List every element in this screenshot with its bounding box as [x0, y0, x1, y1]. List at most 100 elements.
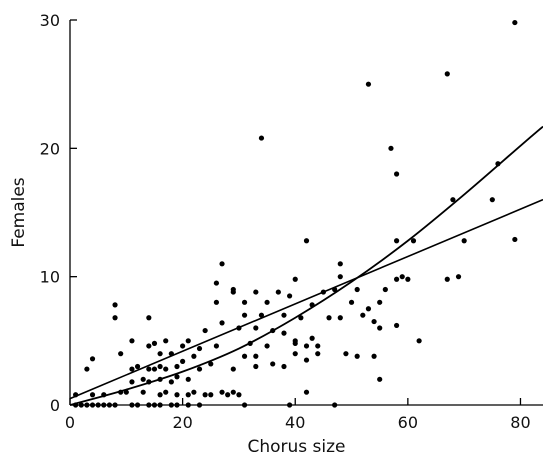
data-point [258, 312, 265, 318]
data-point [393, 171, 400, 177]
data-point [89, 392, 96, 398]
data-point [191, 389, 197, 395]
data-point [213, 299, 220, 305]
data-point [303, 238, 310, 244]
data-point [202, 392, 208, 398]
data-point [146, 315, 152, 321]
data-point [163, 338, 169, 344]
data-point [264, 299, 270, 305]
data-point [134, 363, 141, 370]
data-point [444, 276, 450, 282]
data-point [185, 338, 191, 344]
data-point [292, 351, 298, 357]
data-point [348, 299, 355, 305]
data-point [512, 19, 518, 26]
data-point [354, 353, 360, 359]
data-point [275, 289, 281, 295]
data-point [281, 363, 287, 370]
data-point [163, 389, 169, 395]
data-point [354, 286, 360, 293]
data-point [208, 361, 214, 367]
data-point [180, 358, 186, 364]
data-point [337, 274, 343, 280]
data-point [416, 338, 422, 344]
y-tick-label: 0 [50, 396, 60, 415]
data-point [174, 363, 180, 370]
data-point [455, 274, 462, 280]
data-point [219, 389, 225, 395]
data-point [365, 306, 372, 312]
data-point [337, 261, 343, 267]
data-point [241, 353, 248, 359]
data-point [444, 71, 450, 77]
data-point [410, 238, 417, 244]
y-axis-title: Females [9, 177, 29, 247]
data-point [315, 351, 321, 357]
data-point [377, 376, 383, 382]
data-point [292, 338, 298, 344]
x-tick-label: 40 [285, 413, 305, 432]
data-point [219, 320, 225, 326]
data-point [236, 392, 242, 398]
data-point [382, 286, 388, 293]
data-point [180, 343, 186, 349]
data-point [213, 280, 220, 286]
y-tick-label: 20 [40, 139, 60, 158]
data-point [287, 293, 293, 299]
data-point [230, 286, 236, 293]
data-point [163, 366, 169, 372]
data-point [253, 353, 259, 359]
data-point [196, 345, 203, 352]
data-point [360, 312, 366, 318]
fit-line [69, 198, 543, 400]
data-point [129, 366, 135, 372]
data-point [157, 351, 163, 357]
data-point [303, 343, 310, 349]
data-point [253, 289, 259, 295]
data-point [377, 325, 383, 331]
data-point [281, 312, 287, 318]
data-point [157, 363, 163, 370]
data-point [230, 389, 236, 395]
data-point [84, 366, 90, 372]
data-point [151, 340, 158, 346]
data-point [337, 315, 343, 321]
x-tick-label: 0 [65, 413, 75, 432]
data-point [140, 389, 146, 395]
data-point [185, 376, 191, 382]
data-point [343, 351, 349, 357]
data-point [264, 343, 270, 349]
data-point [270, 361, 276, 367]
data-point [146, 366, 152, 372]
data-point [450, 197, 456, 203]
x-axis-title: Chorus size [247, 437, 345, 457]
data-point [377, 299, 383, 305]
data-point [129, 379, 135, 385]
data-point [118, 351, 124, 357]
data-point [174, 374, 180, 380]
y-axis-ticks: 0 10 20 30 [40, 11, 77, 415]
plot-area [69, 19, 543, 408]
data-point [371, 318, 377, 325]
data-point [388, 145, 394, 151]
data-point [393, 276, 400, 282]
fit-lines [69, 125, 543, 406]
x-tick-label: 60 [398, 413, 418, 432]
data-point [185, 392, 191, 398]
data-point [489, 197, 495, 203]
data-point [168, 379, 174, 385]
data-point [208, 392, 214, 398]
data-point [129, 338, 135, 344]
x-axis-ticks: 0 20 40 60 80 [65, 398, 531, 432]
data-point [241, 312, 248, 318]
data-points [73, 19, 518, 408]
data-point [191, 353, 197, 359]
fit-curve [69, 125, 543, 406]
data-point [219, 261, 225, 267]
x-tick-label: 80 [510, 413, 530, 432]
data-point [309, 335, 315, 341]
data-point [512, 236, 518, 243]
data-point [315, 343, 321, 349]
x-tick-label: 20 [172, 413, 192, 432]
